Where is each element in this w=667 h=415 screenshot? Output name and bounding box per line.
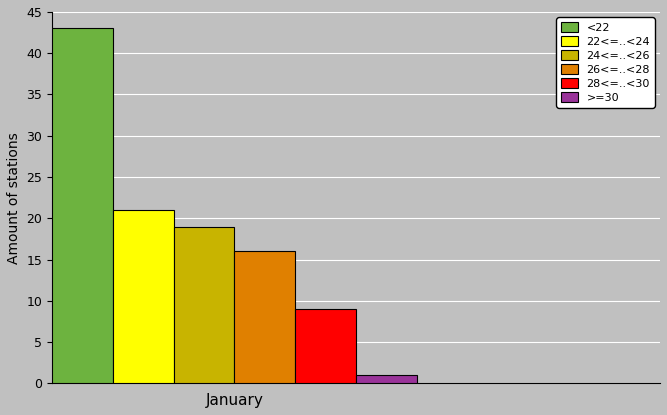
Bar (113, 210, 173, 383)
Legend: <22, 22<=..<24, 24<=..<26, 26<=..<28, 28<=..<30, >=30: <22, 22<=..<24, 24<=..<26, 26<=..<28, 28… (556, 17, 654, 108)
Bar (173, 227, 235, 383)
Bar (235, 251, 295, 383)
Bar (52, 29, 113, 383)
Bar (295, 309, 356, 383)
Bar (356, 375, 417, 383)
Y-axis label: Amount of stations: Amount of stations (7, 132, 21, 264)
